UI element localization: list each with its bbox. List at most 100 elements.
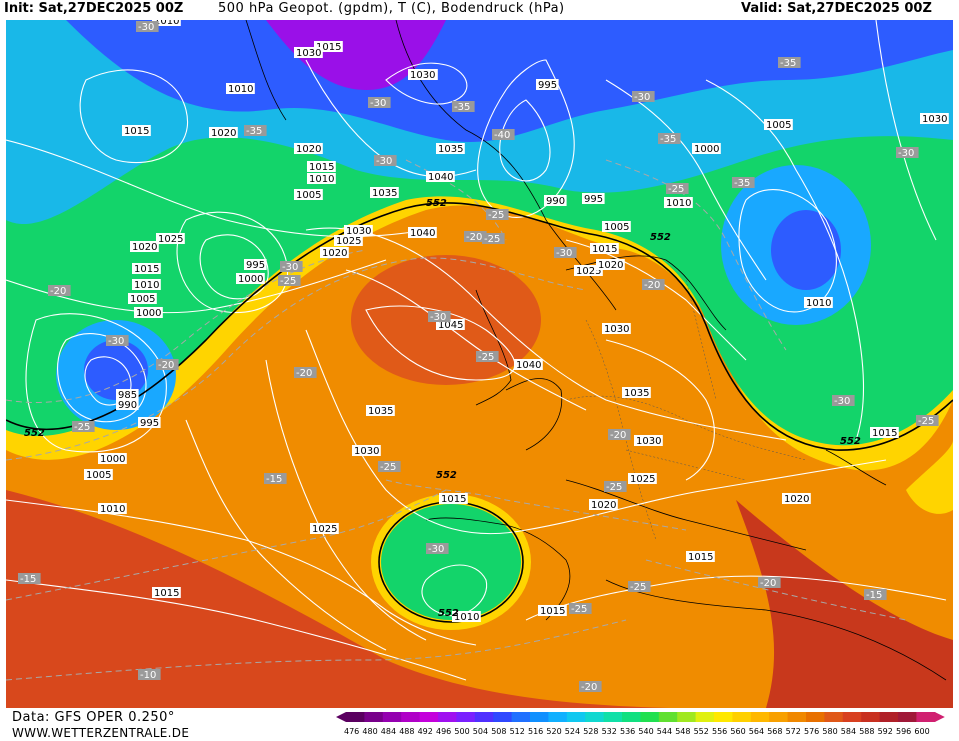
isobar-label-bg — [408, 69, 437, 80]
isobar-label-bg — [98, 503, 127, 514]
scale-swatch — [861, 712, 881, 722]
isotherm-label: -35 — [454, 102, 470, 113]
isobar-label-bg — [152, 20, 181, 26]
isobar-label-bg — [920, 113, 949, 124]
isobar-label: 1005 — [86, 470, 111, 481]
isotherm-label: -30 — [370, 98, 386, 109]
isobar-label-bg — [134, 307, 163, 318]
isotherm-label: -30 — [138, 22, 154, 33]
scale-swatch — [438, 712, 457, 722]
scale-label: 560 — [730, 727, 745, 736]
isotherm-label: -25 — [280, 276, 296, 287]
map-canvas[interactable]: 1010101510301030101010151020102010359951… — [6, 20, 953, 708]
isobar-label-bg — [294, 143, 323, 154]
scale-swatch — [566, 712, 586, 722]
isotherm-label-bg — [778, 57, 801, 68]
scale-swatch — [787, 712, 807, 722]
isobar-label: 1030 — [922, 114, 947, 125]
isotherm-label: -35 — [660, 134, 676, 145]
isotherm-label-bg — [579, 681, 602, 692]
isobar-label: 985 — [118, 390, 137, 401]
isobar-label-bg — [590, 243, 619, 254]
scale-swatch — [603, 712, 623, 722]
isobars — [6, 20, 947, 681]
isobar-label: 1010 — [100, 504, 125, 515]
isotherm-label: -15 — [20, 574, 36, 585]
isobar-label-bg — [870, 427, 899, 438]
isobar-label-bg — [536, 79, 559, 90]
scale-swatch — [346, 712, 365, 722]
scale-swatch — [548, 712, 568, 722]
isotherm-label-bg — [18, 573, 41, 584]
map-labels: 1010101510301030101010151020102010359951… — [18, 20, 949, 693]
isobar-label: 1020 — [296, 144, 321, 155]
scale-swatch — [585, 712, 605, 722]
scale-label: 524 — [565, 727, 580, 736]
scale-label: 516 — [528, 727, 543, 736]
cutoff-low-iberia — [381, 504, 521, 620]
scale-swatch — [898, 712, 917, 722]
isotherm-label: -20 — [158, 360, 174, 371]
isobar-label-bg — [544, 195, 567, 206]
map-footer: Data: GFS OPER 0.250° WWW.WETTERZENTRALE… — [0, 708, 959, 741]
isotherm-label-bg — [374, 155, 397, 166]
isotherm-label: -25 — [606, 482, 622, 493]
isotherm-label: -30 — [428, 544, 444, 555]
isobar-label-bg — [84, 469, 113, 480]
isobar-label-bg — [436, 143, 465, 154]
isobar-label: 1025 — [630, 474, 655, 485]
geopotential-label: 552 — [438, 608, 459, 619]
isotherm-label: -40 — [494, 130, 510, 141]
scale-swatch — [493, 712, 513, 722]
isobar-label-bg — [244, 259, 267, 270]
isobar-label: 995 — [140, 418, 159, 429]
weather-map[interactable]: 1010101510301030101010151020102010359951… — [6, 20, 953, 708]
isobar-label-bg — [622, 387, 651, 398]
scale-label: 520 — [546, 727, 561, 736]
isobar-label-bg — [634, 435, 663, 446]
isotherm-label: -25 — [488, 210, 504, 221]
scale-label: 496 — [436, 727, 451, 736]
scale-swatch — [750, 712, 770, 722]
isobar-label-bg — [130, 241, 159, 252]
scale-swatch — [456, 712, 476, 722]
isobar-label-bg — [370, 187, 399, 198]
scale-swatch — [842, 712, 862, 722]
isobar-label-bg — [344, 225, 373, 236]
isobar-label-bg — [226, 83, 255, 94]
isobar-label: 1015 — [540, 606, 565, 617]
scale-swatch — [530, 712, 549, 722]
website-link[interactable]: WWW.WETTERZENTRALE.DE — [12, 726, 190, 740]
isotherm-label: -25 — [74, 422, 90, 433]
isobar-label: 1015 — [309, 162, 334, 173]
scale-label: 480 — [362, 727, 377, 736]
scale-label: 484 — [381, 727, 396, 736]
scale-swatch — [658, 712, 678, 722]
isotherm-label: -15 — [266, 474, 282, 485]
isobar-label-bg — [132, 263, 161, 274]
scale-swatch — [511, 712, 531, 722]
scale-label: 532 — [602, 727, 617, 736]
scale-label: 528 — [583, 727, 598, 736]
scale-label: 552 — [694, 727, 709, 736]
isobar-label: 1000 — [694, 144, 719, 155]
scale-swatch — [677, 712, 697, 722]
scale-swatch — [769, 712, 789, 722]
isobar-label: 1035 — [368, 406, 393, 417]
isobar-label: 1030 — [296, 48, 321, 59]
isobar-label: 1010 — [309, 174, 334, 185]
isotherm-label-bg — [426, 543, 449, 554]
isobar-label-bg — [132, 279, 161, 290]
isobar-label-bg — [320, 247, 349, 258]
isotherm-label-bg — [294, 367, 317, 378]
geopotential-label: 552 — [426, 198, 447, 209]
scale-swatch — [419, 712, 439, 722]
scale-label: 596 — [896, 727, 911, 736]
isotherm-label-bg — [378, 461, 401, 472]
isobar-label: 1030 — [410, 70, 435, 81]
isobar-label: 1010 — [228, 84, 253, 95]
isobar-label: 1010 — [806, 298, 831, 309]
isobar-label-bg — [116, 389, 139, 400]
scale-swatch — [824, 712, 844, 722]
isotherm-label-bg — [106, 335, 129, 346]
